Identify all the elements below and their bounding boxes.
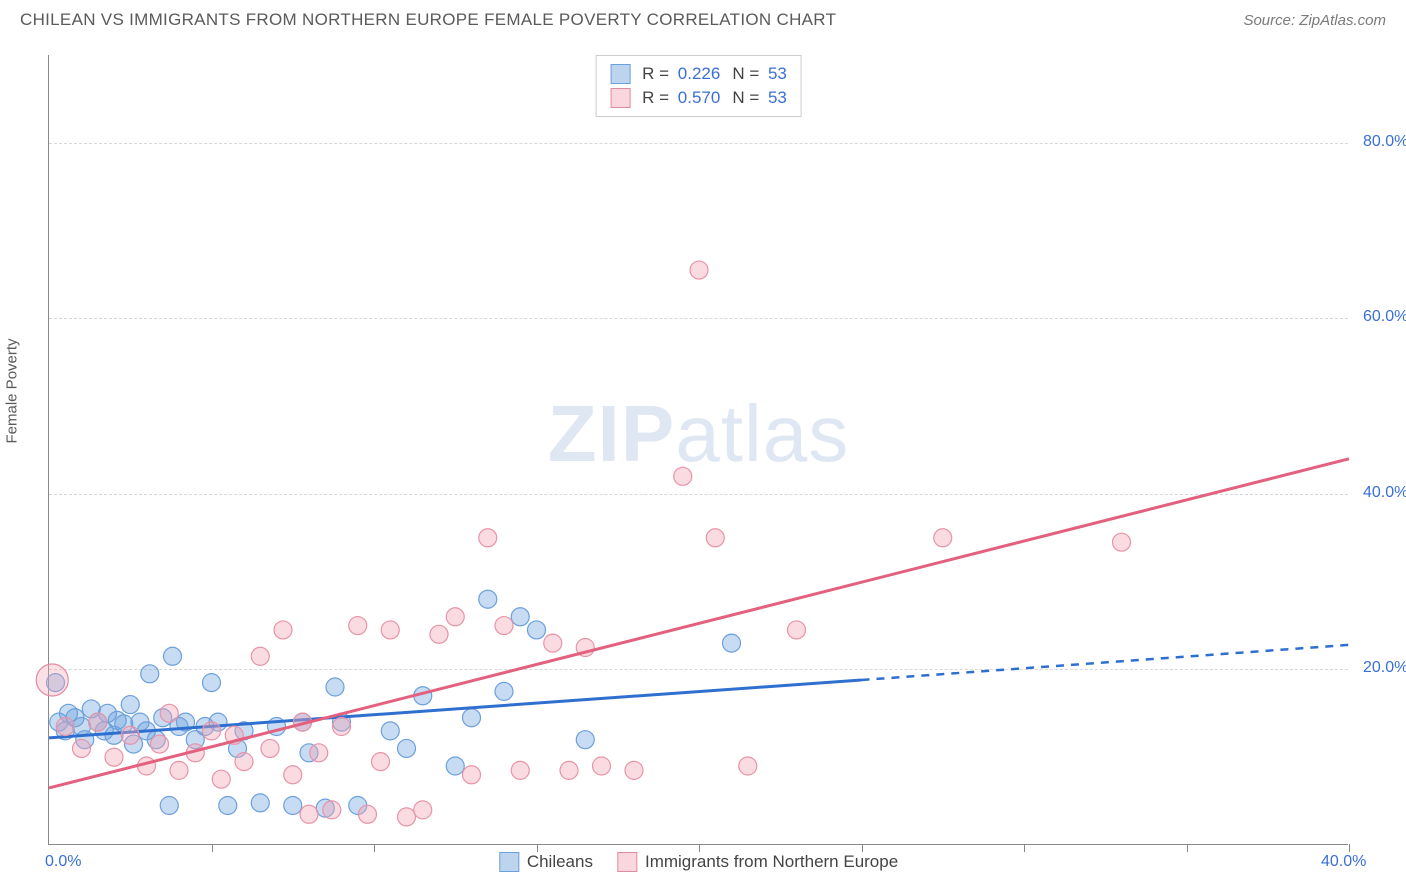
data-point bbox=[398, 739, 416, 757]
x-tick-label: 40.0% bbox=[1321, 853, 1366, 871]
legend-swatch-icon bbox=[610, 88, 630, 108]
data-point bbox=[333, 718, 351, 736]
data-point bbox=[89, 713, 107, 731]
chart-title: CHILEAN VS IMMIGRANTS FROM NORTHERN EURO… bbox=[20, 10, 836, 30]
data-point bbox=[528, 621, 546, 639]
data-point bbox=[446, 757, 464, 775]
data-point bbox=[706, 529, 724, 547]
data-point bbox=[430, 625, 448, 643]
data-point bbox=[203, 674, 221, 692]
plot-area: R = 0.226N = 53R = 0.570N = 53 ZIPatlas … bbox=[48, 55, 1348, 845]
chart-container: Female Poverty R = 0.226N = 53R = 0.570N… bbox=[0, 35, 1406, 875]
data-point bbox=[739, 757, 757, 775]
legend-swatch-icon bbox=[499, 852, 519, 872]
legend-item: Chileans bbox=[499, 852, 593, 872]
source-label: Source: ZipAtlas.com bbox=[1243, 12, 1386, 29]
data-point bbox=[414, 801, 432, 819]
x-tick-label: 0.0% bbox=[45, 853, 81, 871]
y-tick-label: 20.0% bbox=[1363, 659, 1406, 677]
data-point bbox=[479, 529, 497, 547]
y-tick-label: 60.0% bbox=[1363, 308, 1406, 326]
data-point bbox=[310, 744, 328, 762]
legend-swatch-icon bbox=[610, 64, 630, 84]
data-point bbox=[495, 617, 513, 635]
data-point bbox=[323, 801, 341, 819]
data-point bbox=[544, 634, 562, 652]
data-point bbox=[284, 797, 302, 815]
data-point bbox=[160, 797, 178, 815]
data-point bbox=[219, 797, 237, 815]
stats-row: R = 0.570N = 53 bbox=[610, 86, 787, 110]
data-point bbox=[251, 647, 269, 665]
data-point bbox=[212, 770, 230, 788]
data-point bbox=[300, 805, 318, 823]
data-point bbox=[164, 647, 182, 665]
data-point bbox=[479, 590, 497, 608]
data-point bbox=[1113, 533, 1131, 551]
data-point bbox=[160, 704, 178, 722]
data-point bbox=[121, 696, 139, 714]
data-point bbox=[723, 634, 741, 652]
data-point bbox=[326, 678, 344, 696]
data-point bbox=[463, 709, 481, 727]
y-tick-label: 80.0% bbox=[1363, 133, 1406, 151]
legend-item: Immigrants from Northern Europe bbox=[617, 852, 898, 872]
y-tick-label: 40.0% bbox=[1363, 484, 1406, 502]
data-point bbox=[463, 766, 481, 784]
data-point bbox=[203, 722, 221, 740]
legend-swatch-icon bbox=[617, 852, 637, 872]
data-point bbox=[73, 739, 91, 757]
data-point bbox=[625, 761, 643, 779]
data-point bbox=[105, 748, 123, 766]
data-point bbox=[151, 735, 169, 753]
y-axis-label: Female Poverty bbox=[4, 338, 21, 443]
data-point bbox=[511, 761, 529, 779]
data-point bbox=[284, 766, 302, 784]
data-point bbox=[934, 529, 952, 547]
stats-legend: R = 0.226N = 53R = 0.570N = 53 bbox=[595, 55, 802, 117]
bottom-legend: Chileans Immigrants from Northern Europe bbox=[499, 852, 898, 872]
data-point bbox=[381, 621, 399, 639]
data-point bbox=[359, 805, 377, 823]
stats-row: R = 0.226N = 53 bbox=[610, 62, 787, 86]
data-point bbox=[235, 753, 253, 771]
data-point bbox=[690, 261, 708, 279]
data-point bbox=[141, 665, 159, 683]
data-point bbox=[381, 722, 399, 740]
data-point bbox=[251, 794, 269, 812]
data-point bbox=[261, 739, 279, 757]
scatter-plot-svg bbox=[49, 55, 1348, 844]
data-point bbox=[674, 467, 692, 485]
data-point bbox=[349, 617, 367, 635]
data-point bbox=[511, 608, 529, 626]
data-point bbox=[495, 682, 513, 700]
data-point bbox=[121, 726, 139, 744]
data-point bbox=[56, 718, 74, 736]
trend-line bbox=[49, 459, 1349, 788]
data-point bbox=[560, 761, 578, 779]
data-point bbox=[446, 608, 464, 626]
data-point bbox=[788, 621, 806, 639]
data-point bbox=[593, 757, 611, 775]
data-point bbox=[398, 808, 416, 826]
data-point bbox=[274, 621, 292, 639]
data-point bbox=[372, 753, 390, 771]
data-point bbox=[576, 731, 594, 749]
data-point bbox=[170, 761, 188, 779]
